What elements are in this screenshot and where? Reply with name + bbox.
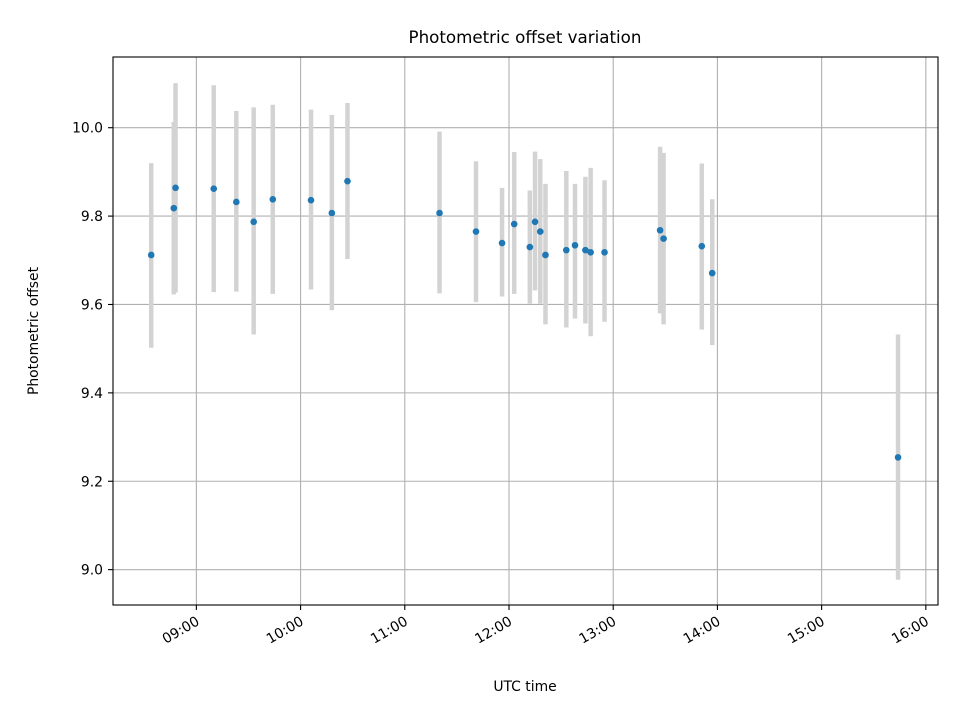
y-tick-label: 9.6 [81,297,103,313]
data-point [472,228,480,235]
data-point [526,243,534,251]
data-point [510,220,518,228]
chart-title: Photometric offset variation [409,27,642,47]
data-point [894,454,902,461]
data-point [147,251,155,259]
data-point [250,218,257,226]
y-tick-label: 9.8 [81,209,103,225]
grid [113,57,938,605]
y-tick-label: 9.2 [81,474,103,490]
y-axis-label: Photometric offset [26,266,42,395]
y-tick-label: 9.4 [81,386,103,402]
data-point [656,226,664,234]
plot-frame [112,56,939,606]
data-point [542,251,549,259]
data-point [498,239,506,247]
data-point [563,246,570,254]
data-point [307,196,315,204]
data-point [436,209,443,217]
data-points [147,177,902,461]
data-point [601,249,608,256]
data-point [571,241,579,249]
data-point [660,235,667,242]
data-point [587,249,594,256]
data-point [582,246,589,254]
y-tick-label: 9.0 [81,563,103,579]
data-point [170,204,178,212]
data-point [328,209,336,217]
data-point [698,242,706,250]
y-axis-ticks: 9.0 9.2 9.4 9.6 9.8 10.0 [72,121,113,579]
data-point [269,196,277,203]
data-point [531,218,539,226]
data-point [344,177,351,185]
x-axis-label: UTC time [493,679,556,695]
data-point [708,269,716,277]
y-tick-label: 10.0 [72,121,103,137]
data-point [233,198,240,206]
data-point [210,185,218,192]
data-point [172,184,179,192]
data-point [536,228,544,235]
